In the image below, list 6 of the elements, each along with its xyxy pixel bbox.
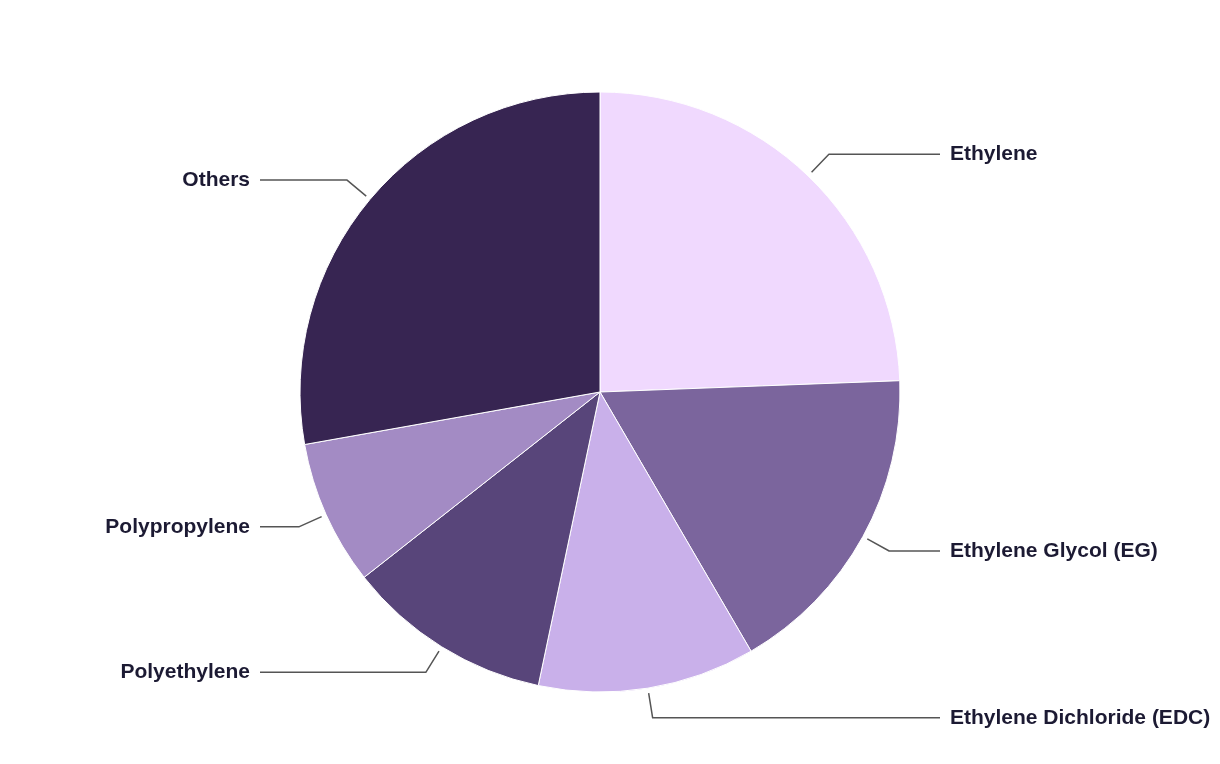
slice-label: Ethylene xyxy=(950,141,1038,165)
slice-label: Others xyxy=(182,167,250,191)
slice-label: Polypropylene xyxy=(105,513,250,537)
slice-label: Ethylene Dichloride (EDC) xyxy=(950,704,1211,728)
slice-label: Polyethylene xyxy=(120,659,250,683)
slice-label: Ethylene Glycol (EG) xyxy=(950,537,1158,561)
